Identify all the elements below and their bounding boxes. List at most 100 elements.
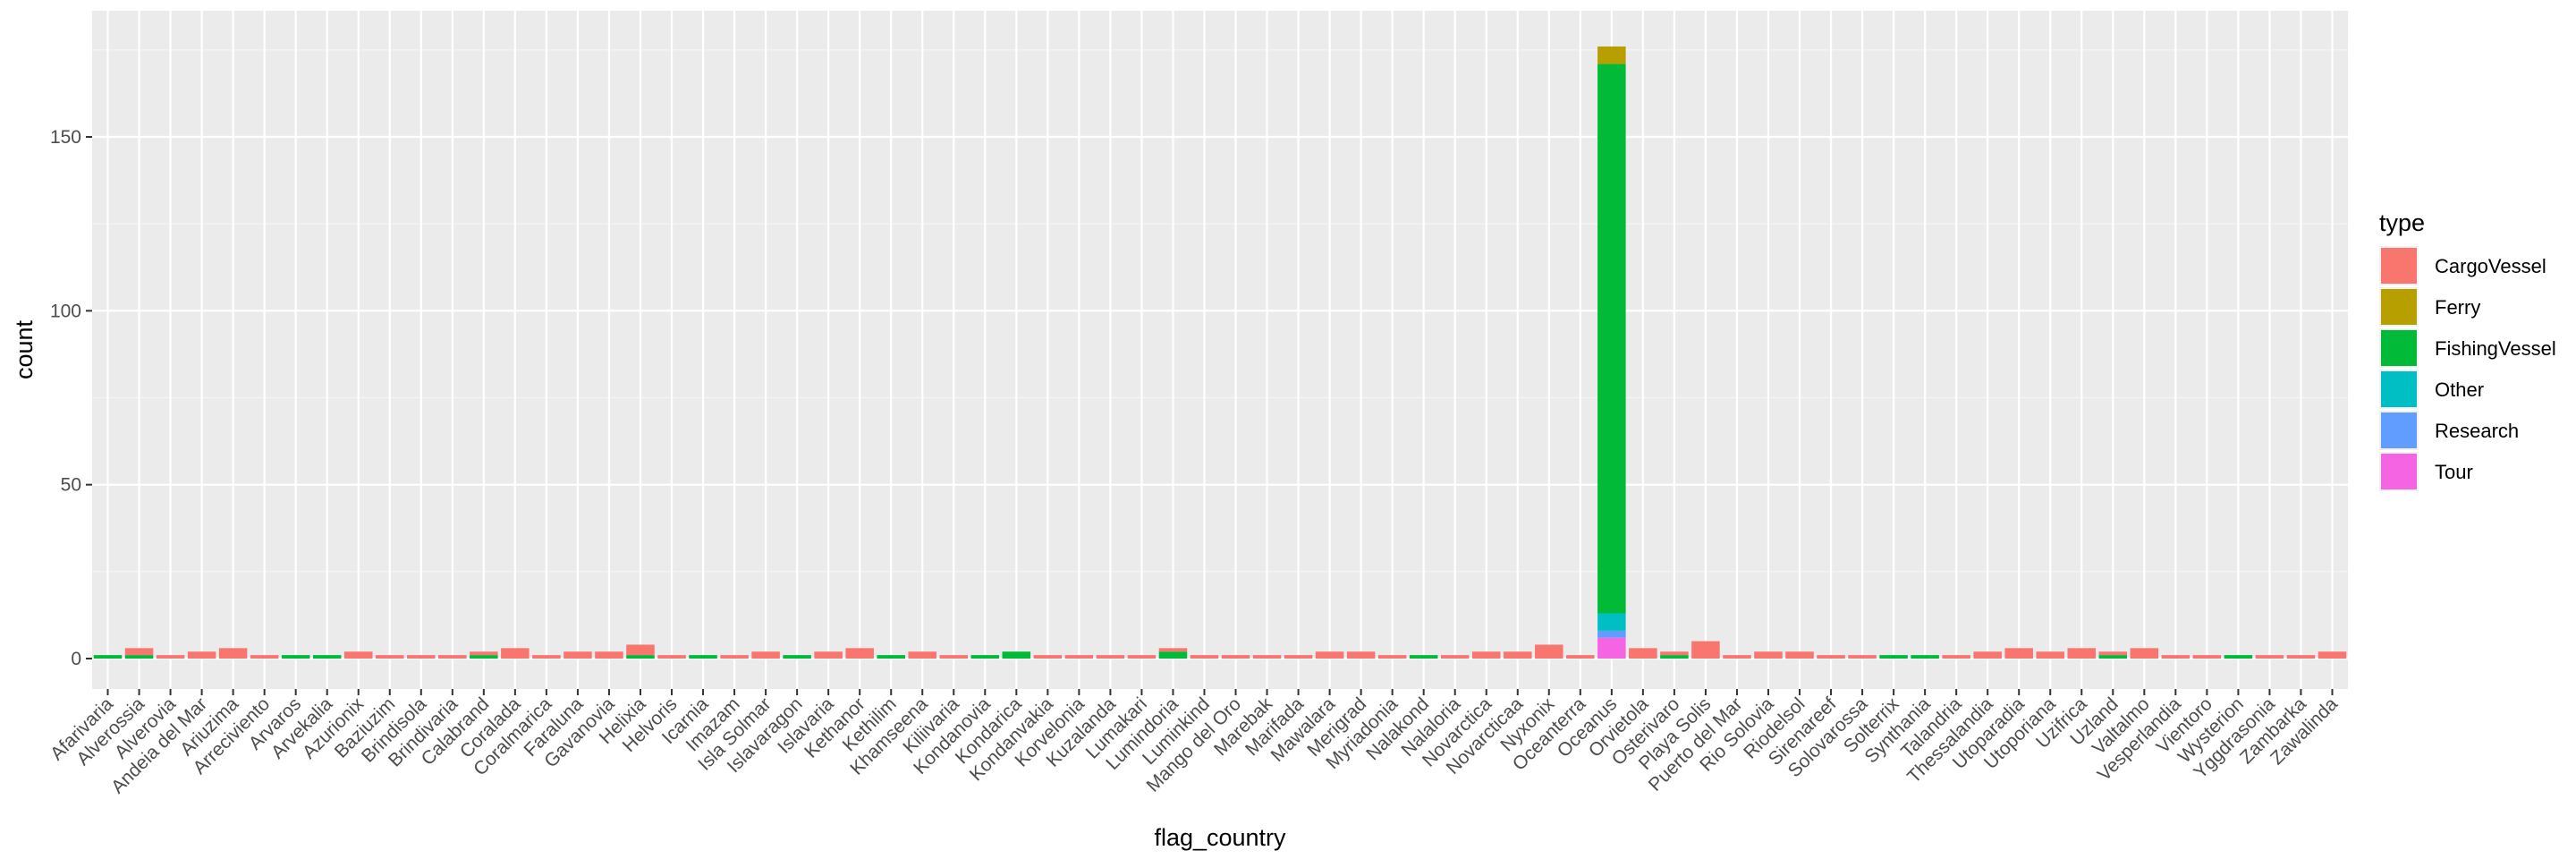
bar-segment [1879, 655, 1908, 659]
minor-gridlines [92, 49, 2348, 573]
legend-label: Other [2435, 378, 2484, 401]
x-axis-title: flag_country [1154, 824, 1286, 851]
bar-segment [689, 655, 717, 659]
legend-key [2381, 330, 2417, 366]
bar-segment [1158, 651, 1188, 659]
bar-segment [1346, 651, 1376, 659]
bar-segment [1754, 651, 1783, 659]
bar-segment [1284, 655, 1313, 659]
legend-key [2381, 371, 2417, 407]
major-gridlines [92, 11, 2348, 689]
bar-segment [1252, 655, 1282, 659]
bar-segment [1848, 655, 1877, 659]
bar-segment [156, 655, 185, 659]
legend-key [2381, 248, 2417, 284]
bar-segment [376, 655, 404, 659]
bar-segment [564, 651, 592, 659]
bar-segment [2255, 655, 2284, 659]
bar-segment [2130, 648, 2159, 659]
bar-segment [1440, 655, 1470, 659]
bar-segment [1504, 651, 1532, 659]
bar-segment [1629, 648, 1657, 659]
legend-title: type [2379, 209, 2425, 236]
bar-segment [218, 648, 248, 659]
legend-label: CargoVessel [2435, 255, 2546, 277]
bar-segment [312, 655, 342, 659]
bar-segment [1597, 613, 1626, 631]
bar-segment [939, 655, 969, 659]
legend-key [2381, 289, 2417, 325]
y-tick-label: 50 [61, 475, 81, 496]
y-tick-label: 150 [50, 127, 81, 148]
plot-panel [92, 11, 2348, 689]
bar-segment [1535, 644, 1563, 659]
bar-segment [908, 651, 936, 659]
bar-segment [626, 655, 655, 659]
bar-segment [501, 648, 530, 659]
bar-segment [2098, 651, 2128, 656]
bar-segment [1158, 648, 1188, 652]
bar-segment [187, 651, 216, 659]
legend-label: Research [2435, 420, 2519, 442]
legend-key [2381, 454, 2417, 489]
bar-segment [1691, 641, 1720, 659]
bar-segment [343, 651, 373, 659]
bar-segment [595, 651, 623, 659]
bar-segment [1566, 655, 1595, 659]
bar-segment [783, 655, 811, 659]
bar-segment [2224, 655, 2253, 659]
bar-segment [2286, 655, 2316, 659]
bar-segment [1597, 64, 1626, 614]
bar-segment [2098, 655, 2128, 659]
bar-segment [2192, 655, 2222, 659]
bar-segment [2318, 651, 2347, 659]
bar-segment [1597, 46, 1626, 64]
bar-segment [532, 655, 561, 659]
bar-segment [970, 655, 1000, 659]
bar-segment [407, 655, 436, 659]
bar-segment [877, 655, 905, 659]
bars [93, 46, 2347, 659]
bar-segment [93, 655, 123, 659]
bar-segment [1377, 655, 1407, 659]
bar-segment [1660, 651, 1689, 656]
bar-segment [250, 655, 279, 659]
y-axis-title: count [11, 319, 38, 379]
bar-segment [470, 651, 498, 656]
bar-segment [1660, 655, 1689, 659]
legend: type CargoVessel Ferry FishingVessel Other R… [2379, 209, 2556, 491]
bar-segment [1785, 651, 1814, 659]
bar-segment [281, 655, 310, 659]
bar-segment [2004, 648, 2033, 659]
bar-segment [1190, 655, 1219, 659]
bar-segment [124, 648, 154, 656]
bar-segment [438, 655, 467, 659]
bar-segment [657, 655, 686, 659]
y-tick-label: 0 [71, 649, 81, 669]
bar-segment [626, 644, 655, 656]
bar-segment [1409, 655, 1438, 659]
bar-segment [2036, 651, 2064, 659]
bar-segment [1064, 655, 1094, 659]
bar-segment [1096, 655, 1125, 659]
y-tick-label: 100 [50, 301, 81, 321]
bar-segment [1973, 651, 2002, 659]
bar-segment [1471, 651, 1501, 659]
bar-segment [2067, 648, 2097, 659]
bar-segment [1597, 637, 1626, 659]
bar-segment [1942, 655, 1970, 659]
legend-key [2381, 412, 2417, 448]
legend-label: Tour [2435, 461, 2473, 483]
bar-segment [470, 655, 498, 659]
bar-segment [720, 655, 749, 659]
bar-segment [124, 655, 154, 659]
legend-label: FishingVessel [2435, 337, 2556, 360]
bar-segment [1597, 630, 1626, 638]
bar-segment [1033, 655, 1063, 659]
bar-segment [1002, 651, 1031, 659]
bar-segment [845, 648, 874, 659]
y-axis: 0 50 100 150 [50, 127, 92, 669]
bar-segment [1911, 655, 1939, 659]
bar-segment [1723, 655, 1751, 659]
